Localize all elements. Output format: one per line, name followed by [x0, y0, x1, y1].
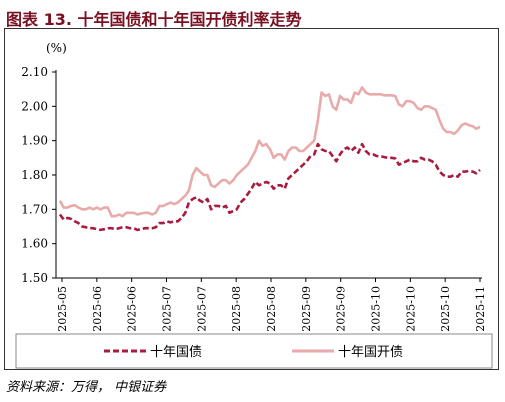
x-tick-label-7: 2025-09: [300, 286, 313, 332]
source-note: 资料来源：万得， 中银证券: [6, 380, 167, 395]
x-tick-label-2: 2025-06: [126, 286, 139, 332]
x-tick-label-11: 2025-10: [439, 286, 452, 332]
y-tick-label-4: 1.90: [21, 134, 48, 148]
y-tick-label-6: 2.10: [21, 65, 48, 79]
x-tick-label-6: 2025-08: [265, 286, 278, 332]
y-axis-unit-label: (%): [46, 41, 67, 55]
y-tick-label-5: 2.00: [21, 99, 48, 113]
x-tick-label-9: 2025-10: [370, 286, 383, 332]
x-tick-label-3: 2025-07: [161, 286, 174, 332]
figure-title: 图表 13. 十年国债和十年国开债利率走势: [6, 10, 302, 29]
y-tick-label-2: 1.70: [21, 202, 48, 216]
x-tick-label-5: 2025-08: [230, 286, 243, 332]
y-tick-label-1: 1.60: [21, 237, 48, 251]
x-tick-label-10: 2025-10: [404, 286, 417, 332]
y-tick-label-0: 1.50: [21, 271, 48, 285]
series-line-1: [58, 86, 481, 218]
series-line-0: [58, 142, 481, 232]
x-tick-label-12: 2025-11: [474, 286, 487, 332]
x-tick-label-4: 2025-07: [195, 286, 208, 332]
y-tick-label-3: 1.80: [21, 168, 48, 182]
legend-label-1: 十年国开债: [338, 345, 403, 360]
legend-box: [15, 333, 493, 369]
legend-label-0: 十年国债: [150, 345, 202, 360]
x-tick-label-8: 2025-09: [335, 286, 348, 332]
chart-frame: [4, 28, 499, 370]
x-tick-label-0: 2025-05: [56, 286, 69, 332]
x-tick-label-1: 2025-06: [91, 286, 104, 332]
